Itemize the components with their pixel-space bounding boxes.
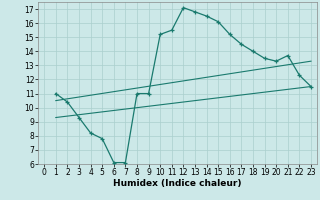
X-axis label: Humidex (Indice chaleur): Humidex (Indice chaleur) [113,179,242,188]
